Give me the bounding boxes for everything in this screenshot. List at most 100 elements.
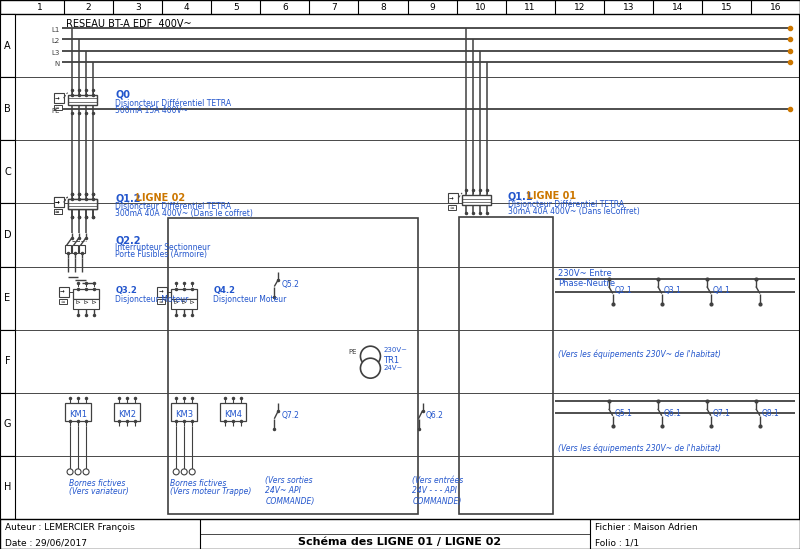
Text: I>: I> xyxy=(83,300,89,305)
Bar xyxy=(0,393,15,456)
Bar xyxy=(54,209,62,214)
Bar xyxy=(78,245,85,254)
Text: 30mA 40A 400V~ (Dans leCoffret): 30mA 40A 400V~ (Dans leCoffret) xyxy=(508,208,639,216)
Circle shape xyxy=(173,469,179,475)
Text: 11: 11 xyxy=(525,3,536,13)
Text: Disjoncteur Différentiel TETRA: Disjoncteur Différentiel TETRA xyxy=(115,98,231,108)
Text: D: D xyxy=(4,230,11,240)
Text: Q8.1: Q8.1 xyxy=(762,409,780,418)
Circle shape xyxy=(181,469,187,475)
Text: →: → xyxy=(54,199,59,204)
Text: Phase-Neutre: Phase-Neutre xyxy=(558,278,615,288)
Text: I>: I> xyxy=(75,300,81,305)
Text: Q1.1: Q1.1 xyxy=(508,192,533,201)
Bar xyxy=(448,205,456,210)
Text: 8: 8 xyxy=(380,3,386,13)
Text: G: G xyxy=(4,419,11,429)
Bar xyxy=(458,217,553,514)
Bar xyxy=(54,198,63,208)
Text: Q5.1: Q5.1 xyxy=(614,409,633,418)
Text: ≈: ≈ xyxy=(54,210,59,215)
Bar xyxy=(54,105,62,110)
Bar xyxy=(0,329,15,393)
Text: C: C xyxy=(4,167,11,177)
Circle shape xyxy=(361,358,381,378)
Bar xyxy=(0,140,15,203)
Bar xyxy=(54,209,62,214)
Text: 6: 6 xyxy=(282,3,288,13)
Bar xyxy=(448,193,458,203)
Text: ≈: ≈ xyxy=(54,106,59,111)
Text: KM2: KM2 xyxy=(118,410,136,419)
Text: Disjoncteur Moteur: Disjoncteur Moteur xyxy=(115,294,189,304)
Text: PE: PE xyxy=(51,108,60,114)
Bar xyxy=(71,245,78,254)
Text: Q4.2: Q4.2 xyxy=(214,287,235,295)
Text: ≈: ≈ xyxy=(158,300,163,305)
Bar xyxy=(0,0,800,14)
Text: F: F xyxy=(5,356,10,366)
Text: Q2.2: Q2.2 xyxy=(115,236,141,245)
Text: 15: 15 xyxy=(721,3,732,13)
Text: 230V~: 230V~ xyxy=(383,347,407,353)
Text: Q4.1: Q4.1 xyxy=(713,287,730,295)
Text: 1: 1 xyxy=(37,3,42,13)
Text: Q7.1: Q7.1 xyxy=(713,409,730,418)
Bar xyxy=(59,287,69,296)
Text: N: N xyxy=(55,61,60,67)
Text: 300mA 40A 400V~ (Dans le coffret): 300mA 40A 400V~ (Dans le coffret) xyxy=(115,209,253,219)
Text: I>: I> xyxy=(91,300,97,305)
Text: →: → xyxy=(54,95,59,100)
Text: (Vers sorties
24V~ API
COMMANDE): (Vers sorties 24V~ API COMMANDE) xyxy=(266,476,314,506)
Bar xyxy=(0,519,800,549)
Text: 3: 3 xyxy=(134,3,141,13)
Text: H: H xyxy=(4,483,11,492)
Text: I>: I> xyxy=(189,300,195,305)
Text: A: A xyxy=(4,41,11,51)
Text: E: E xyxy=(5,293,10,303)
Bar xyxy=(67,95,97,105)
Text: Q6.1: Q6.1 xyxy=(664,409,682,418)
Text: 7: 7 xyxy=(331,3,337,13)
Text: (Vers moteur Trappe): (Vers moteur Trappe) xyxy=(170,487,251,496)
Text: Bornes fictives: Bornes fictives xyxy=(69,479,126,488)
Text: 16: 16 xyxy=(770,3,782,13)
Text: Auteur : LEMERCIER François: Auteur : LEMERCIER François xyxy=(5,523,135,532)
Bar xyxy=(462,195,491,205)
Text: Schéma des LIGNE 01 / LIGNE 02: Schéma des LIGNE 01 / LIGNE 02 xyxy=(298,537,502,547)
Bar xyxy=(157,287,167,296)
Bar xyxy=(54,198,63,208)
Circle shape xyxy=(75,469,81,475)
Text: 10: 10 xyxy=(475,3,487,13)
Text: Q0: Q0 xyxy=(115,89,130,99)
Text: Q6.2: Q6.2 xyxy=(426,411,443,420)
Bar xyxy=(171,289,197,299)
Text: →: → xyxy=(60,289,65,294)
Bar xyxy=(67,199,97,209)
Text: LIGNE 01: LIGNE 01 xyxy=(520,192,576,201)
Text: 24V~: 24V~ xyxy=(383,365,403,371)
Text: 230V~ Entre: 230V~ Entre xyxy=(558,270,611,278)
Text: 4: 4 xyxy=(184,3,190,13)
Text: ≈: ≈ xyxy=(449,206,454,211)
Text: Disjoncteur Différentiel TETRA: Disjoncteur Différentiel TETRA xyxy=(508,199,624,209)
Bar xyxy=(65,245,70,254)
Text: Q2.1: Q2.1 xyxy=(614,287,633,295)
Text: Folio : 1/1: Folio : 1/1 xyxy=(595,538,639,547)
Text: B: B xyxy=(4,104,11,114)
Bar xyxy=(171,403,197,421)
Bar xyxy=(0,203,15,266)
Text: TR1: TR1 xyxy=(383,356,399,365)
Text: Disjoncteur Différentiel TETRA: Disjoncteur Différentiel TETRA xyxy=(115,201,231,211)
Text: Interrupteur Sectionneur: Interrupteur Sectionneur xyxy=(115,243,210,253)
Text: KM3: KM3 xyxy=(175,410,194,419)
Text: (Vers les équipements 230V~ de l'habitat): (Vers les équipements 230V~ de l'habitat… xyxy=(558,444,721,453)
Text: LIGNE 02: LIGNE 02 xyxy=(129,193,186,203)
Text: 500mA 15A 400V~: 500mA 15A 400V~ xyxy=(115,106,188,115)
Text: RESEAU BT-A EDF  400V~: RESEAU BT-A EDF 400V~ xyxy=(66,19,192,29)
Text: 13: 13 xyxy=(622,3,634,13)
Bar xyxy=(171,299,197,309)
Text: Disjoncteur Moteur: Disjoncteur Moteur xyxy=(214,294,286,304)
Text: →: → xyxy=(449,195,454,200)
Circle shape xyxy=(67,469,73,475)
